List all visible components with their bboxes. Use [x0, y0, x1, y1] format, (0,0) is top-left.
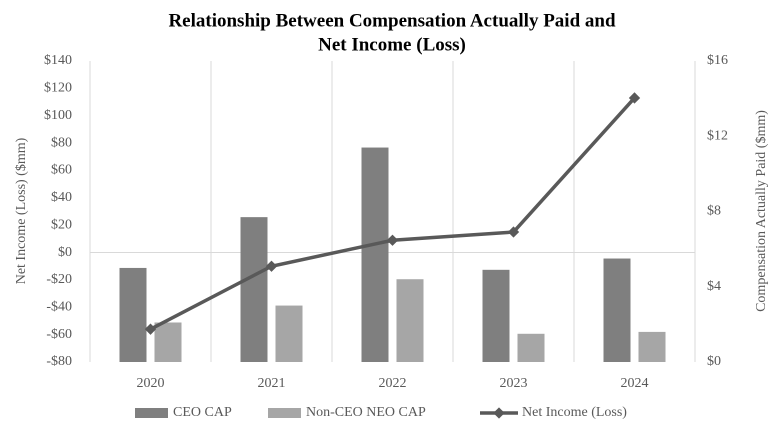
legend-label: Net Income (Loss): [522, 405, 627, 420]
x-tick-label: 2022: [379, 376, 407, 391]
y-tick-label: $0: [58, 245, 72, 260]
y-tick-label: -$20: [46, 272, 72, 287]
y2-tick-label: $8: [707, 204, 721, 219]
x-tick-label: 2024: [621, 376, 649, 391]
y-tick-label: -$40: [46, 299, 72, 314]
bar: [240, 217, 268, 362]
bar: [275, 305, 303, 362]
y2-tick-label: $0: [707, 354, 721, 369]
bar: [119, 267, 147, 362]
bar: [517, 333, 545, 362]
bar: [154, 322, 182, 362]
chart-title: Relationship Between Compensation Actual…: [168, 10, 616, 31]
chart-title: Net Income (Loss): [318, 34, 466, 55]
marker: [144, 323, 157, 335]
legend-swatch: [493, 407, 505, 419]
y-tick-label: $40: [51, 190, 72, 205]
y-axis-title: Net Income (Loss) ($mm): [14, 137, 29, 284]
y2-tick-label: $4: [707, 279, 721, 294]
legend-swatch: [135, 408, 168, 418]
marker: [386, 234, 399, 246]
y-tick-label: -$80: [46, 354, 72, 369]
y-tick-label: $60: [51, 163, 72, 178]
y-tick-label: $140: [44, 53, 72, 68]
bar: [396, 279, 424, 362]
bar: [638, 331, 666, 362]
bar: [603, 258, 631, 362]
marker: [507, 226, 520, 238]
bar: [482, 269, 510, 362]
x-tick-label: 2020: [137, 376, 165, 391]
y-tick-label: $120: [44, 81, 72, 96]
bar: [361, 147, 389, 362]
y-tick-label: -$60: [46, 327, 72, 342]
marker: [265, 260, 278, 272]
x-tick-label: 2021: [258, 376, 286, 391]
y2-tick-label: $16: [707, 53, 728, 68]
x-tick-label: 2023: [500, 376, 528, 391]
y2-axis-title: Compensation Actually Paid ($mm): [754, 110, 769, 312]
legend-swatch: [268, 408, 301, 418]
y-tick-label: $100: [44, 108, 72, 123]
legend-label: Non-CEO NEO CAP: [306, 405, 426, 420]
y-tick-label: $20: [51, 217, 72, 232]
legend-label: CEO CAP: [173, 405, 232, 420]
y2-tick-label: $12: [707, 128, 728, 143]
y-tick-label: $80: [51, 135, 72, 150]
